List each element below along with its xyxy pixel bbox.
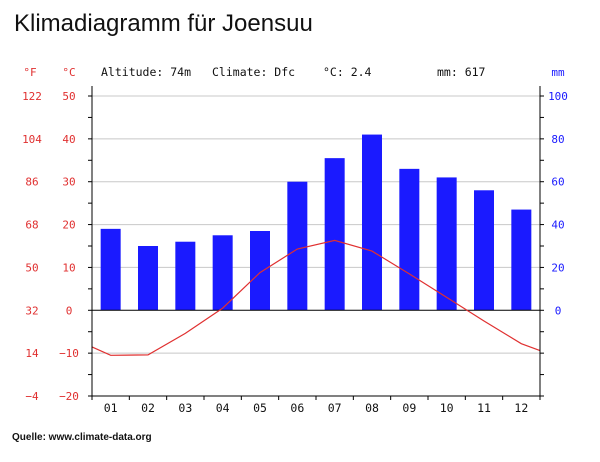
mm-tick-label: 80 — [551, 133, 564, 146]
month-label: 08 — [365, 401, 379, 415]
mm-unit-label: mm — [551, 66, 565, 79]
precipitation-bar — [250, 231, 270, 311]
month-label: 11 — [477, 401, 491, 415]
celsius-tick-label: 50 — [62, 90, 75, 103]
celsius-tick-label: −10 — [59, 347, 79, 360]
celsius-tick-label: 0 — [66, 304, 73, 317]
month-label: 09 — [402, 401, 416, 415]
fahrenheit-unit-label: °F — [23, 66, 36, 79]
month-label: 04 — [216, 401, 230, 415]
precipitation-bar — [100, 228, 121, 311]
precipitation-bar — [399, 168, 420, 311]
month-label: 01 — [104, 401, 118, 415]
fahrenheit-tick-label: 68 — [25, 219, 38, 232]
mm-tick-label: 0 — [555, 304, 562, 317]
temperature-line — [91, 239, 541, 356]
month-label: 03 — [178, 401, 192, 415]
precipitation-bars — [100, 134, 532, 311]
precipitation-bar — [138, 246, 158, 311]
altitude-info: Altitude: 74m — [101, 65, 191, 79]
month-label: 12 — [514, 401, 528, 415]
temperature-series — [91, 239, 541, 356]
annual-precipitation-info: mm: 617 — [437, 65, 486, 79]
chart-axes — [91, 86, 541, 397]
precipitation-bar — [511, 209, 532, 311]
precipitation-bar — [362, 134, 382, 311]
axis-ticks: 5012240104308620681050032−1014−20−410080… — [22, 90, 568, 415]
month-label: 10 — [440, 401, 454, 415]
chart-grid — [92, 95, 540, 354]
precipitation-bar — [212, 235, 233, 311]
climate-info: Climate: Dfc — [212, 65, 295, 79]
page-title: Klimadiagramm für Joensuu — [14, 10, 313, 37]
month-label: 06 — [290, 401, 304, 415]
precipitation-bar — [474, 190, 494, 311]
celsius-tick-label: 20 — [62, 219, 75, 232]
month-label: 05 — [253, 401, 267, 415]
precipitation-bar — [436, 177, 457, 311]
month-label: 02 — [141, 401, 155, 415]
precipitation-bar — [324, 158, 345, 311]
precipitation-bar — [175, 241, 196, 311]
fahrenheit-tick-label: 104 — [22, 133, 42, 146]
mm-tick-label: 60 — [551, 176, 564, 189]
celsius-unit-label: °C — [62, 66, 75, 79]
precipitation-bar — [287, 181, 308, 311]
mm-tick-label: 100 — [548, 90, 568, 103]
fahrenheit-tick-label: −4 — [25, 390, 39, 403]
mm-tick-label: 40 — [551, 219, 564, 232]
celsius-tick-label: 10 — [62, 261, 75, 274]
source-note: Quelle: www.climate-data.org — [12, 432, 152, 443]
mm-tick-label: 20 — [551, 261, 564, 274]
fahrenheit-tick-label: 86 — [25, 176, 38, 189]
fahrenheit-tick-label: 14 — [25, 347, 39, 360]
month-label: 07 — [328, 401, 342, 415]
chart-header: °F °C mm Altitude: 74m Climate: Dfc °C: … — [23, 65, 565, 79]
fahrenheit-tick-label: 122 — [22, 90, 42, 103]
fahrenheit-tick-label: 32 — [25, 304, 38, 317]
mean-temperature-info: °C: 2.4 — [323, 65, 372, 79]
fahrenheit-tick-label: 50 — [25, 261, 38, 274]
celsius-tick-label: 40 — [62, 133, 75, 146]
celsius-tick-label: 30 — [62, 176, 75, 189]
celsius-tick-label: −20 — [59, 390, 79, 403]
